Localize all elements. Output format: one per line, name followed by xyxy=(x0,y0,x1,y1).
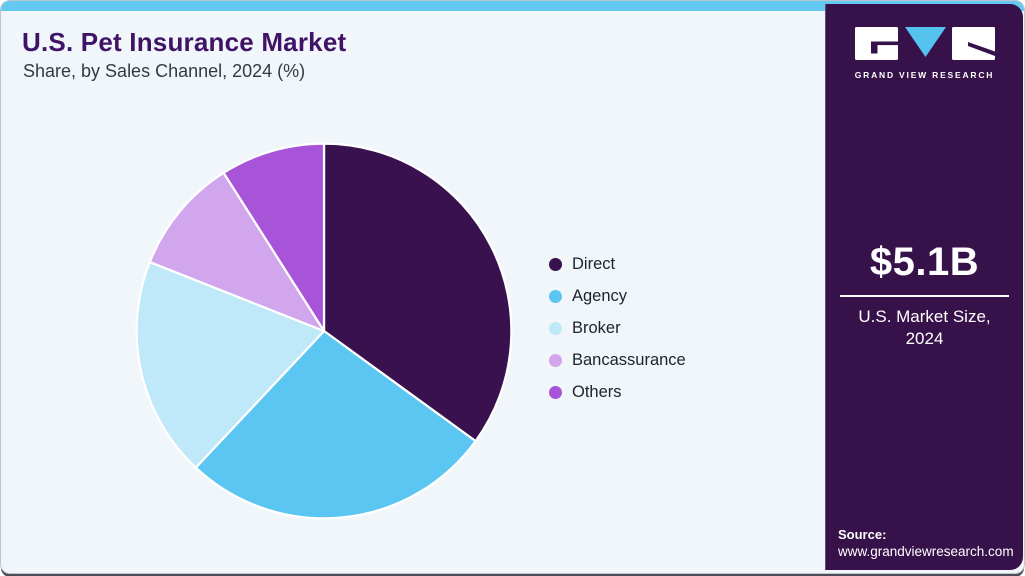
brand-side-panel: GRAND VIEW RESEARCH $5.1B U.S. Market Si… xyxy=(825,4,1023,570)
legend-item-agency: Agency xyxy=(549,286,686,306)
legend-item-others: Others xyxy=(549,382,686,402)
legend-label: Bancassurance xyxy=(572,350,686,369)
gvr-logo: GRAND VIEW RESEARCH xyxy=(826,26,1023,80)
legend-label: Agency xyxy=(572,286,628,305)
top-accent-bar xyxy=(1,1,1024,11)
pie-slice-bancassurance xyxy=(148,171,326,333)
page-subtitle: Share, by Sales Channel, 2024 (%) xyxy=(23,61,306,81)
source-url: www.grandviewresearch.com xyxy=(838,544,1014,559)
legend-item-direct: Direct xyxy=(549,254,686,274)
legend-item-bancassurance: Bancassurance xyxy=(549,350,686,370)
legend-dot xyxy=(549,353,562,367)
market-size-label: U.S. Market Size, 2024 xyxy=(858,307,991,349)
pie-slice-agency xyxy=(194,329,477,520)
legend-label: Others xyxy=(572,382,622,401)
market-size-block: $5.1B U.S. Market Size, 2024 xyxy=(826,240,1023,351)
gvr-logo-icon xyxy=(854,27,995,60)
legend-dot xyxy=(549,257,562,271)
legend-dot xyxy=(549,385,562,399)
market-size-divider xyxy=(840,295,1009,297)
source-block: Source: www.grandviewresearch.com xyxy=(838,527,1014,559)
chart-legend: Direct Agency Broker Bancassurance Other… xyxy=(549,254,686,402)
pie-svg xyxy=(135,142,513,520)
legend-label: Broker xyxy=(572,318,621,337)
gvr-logo-text: GRAND VIEW RESEARCH xyxy=(854,70,995,80)
legend-dot xyxy=(549,289,562,303)
legend-dot xyxy=(549,321,562,335)
source-label: Source: xyxy=(838,527,887,542)
legend-label: Direct xyxy=(572,254,616,273)
page-title: U.S. Pet Insurance Market xyxy=(22,27,347,57)
market-size-value: $5.1B xyxy=(869,240,980,284)
pie-slice-others xyxy=(222,142,326,333)
legend-item-broker: Broker xyxy=(549,318,686,338)
pie-slice-direct xyxy=(322,142,513,443)
pie-chart xyxy=(131,138,517,524)
